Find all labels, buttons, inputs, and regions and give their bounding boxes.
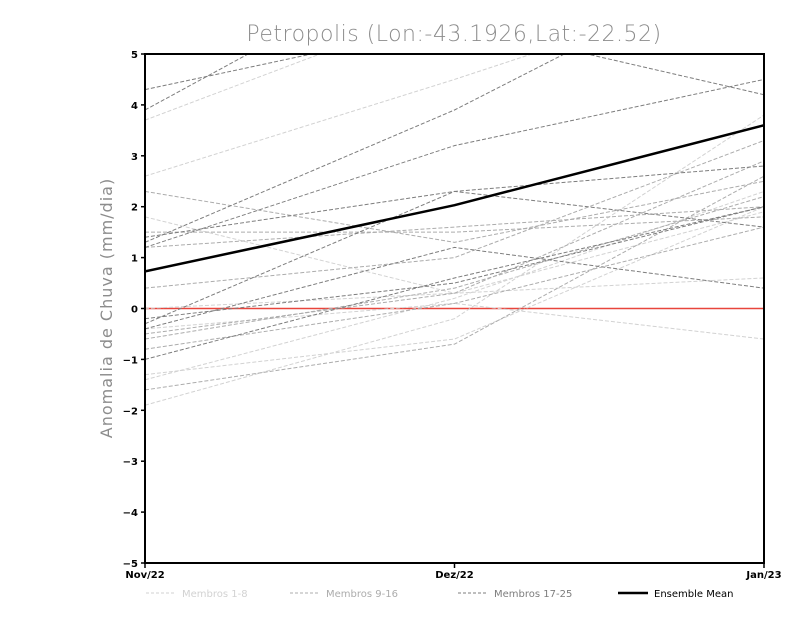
member-line-group2-5: [145, 175, 764, 391]
legend-label-1: Membros 1-8: [182, 589, 248, 600]
x-tick-label: Jan/23: [745, 570, 781, 581]
member-line-group2-2: [145, 196, 764, 340]
member-line-group3-1: [145, 54, 764, 96]
y-tick-label: −1: [123, 355, 138, 366]
legend-label-3: Membros 17-25: [494, 589, 572, 600]
y-tick-label: −4: [123, 508, 138, 519]
member-line-group2-3: [145, 226, 764, 350]
member-line-group2-7: [145, 160, 764, 335]
member-line-group1-5: [145, 206, 764, 376]
ensemble-mean-line: [145, 124, 764, 273]
y-tick-label: 2: [131, 203, 138, 214]
legend: Membros 1-8 Membros 9-16 Membros 17-25 Ense…: [146, 589, 733, 600]
member-line-group1-6: [145, 190, 764, 381]
y-tick-label: 1: [131, 254, 138, 265]
legend-label-4: Ensemble Mean: [654, 589, 733, 600]
axes: −5 −4 −3 −2 −1 0 1 2 3 4 5 Nov/22 Dez/22 Jan/23: [123, 50, 782, 581]
member-line-group3-9: [145, 206, 764, 320]
member-line-group3-6: [145, 206, 764, 360]
y-tick-label: 3: [131, 152, 138, 163]
member-line-group2-6: [145, 140, 764, 289]
member-line-group1-1: [145, 54, 322, 121]
plot-area: [145, 54, 764, 406]
member-line-group3-3: [145, 78, 764, 248]
member-line-group3-7: [145, 190, 764, 238]
y-tick-label: 4: [131, 101, 138, 112]
y-tick-label: 0: [131, 305, 138, 316]
x-tick-label: Dez/22: [435, 570, 474, 581]
y-axis-label: Anomalia de Chuva (mm/dia): [97, 178, 116, 438]
y-tick-label: −2: [123, 406, 138, 417]
y-tick-label: −3: [123, 457, 138, 468]
member-line-group2-1: [145, 216, 764, 233]
x-tick-label: Nov/22: [125, 570, 164, 581]
member-line-group3-4: [145, 54, 566, 243]
member-line-group3-5: [145, 165, 764, 325]
member-line-group2-4: [145, 180, 764, 243]
legend-label-2: Membros 9-16: [326, 589, 398, 600]
member-line-group1-7: [145, 114, 764, 406]
y-tick-label: −5: [123, 559, 138, 570]
member-line-group2-8: [145, 206, 764, 248]
chart-title: Petropolis (Lon:-43.1926,Lat:-22.52): [246, 22, 661, 47]
y-tick-label: 5: [131, 50, 138, 61]
member-line-group1-2: [145, 54, 534, 177]
member-line-group3-8: [145, 246, 764, 330]
